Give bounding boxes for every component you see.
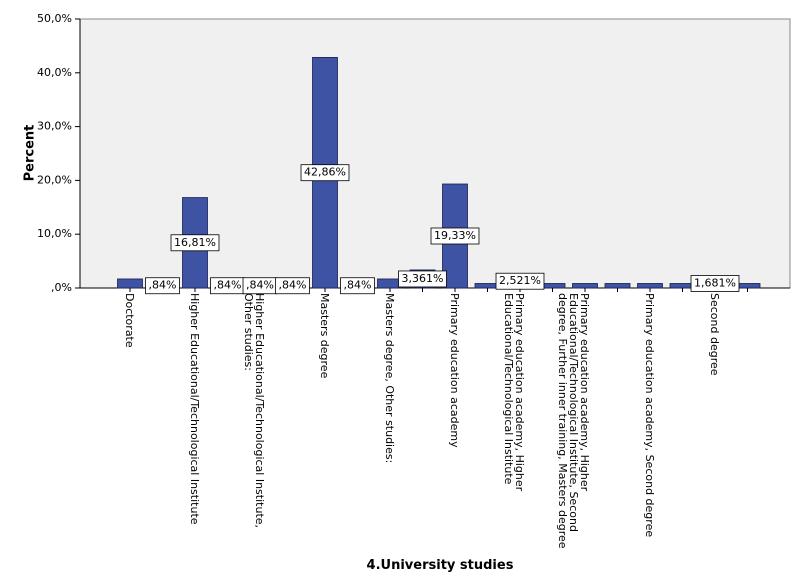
value-label: ,84% [279,279,307,292]
x-tick-label: Second degree [708,293,721,376]
value-label-box [430,227,480,245]
value-label: 2,521% [499,274,541,287]
y-tick-label: 40,0% [37,66,72,79]
value-label: 19,33% [434,229,476,242]
value-label-box [170,234,220,252]
y-tick-label: 20,0% [37,173,72,186]
x-tick-label: Primary education academy, HigherEducati… [556,293,591,549]
bar [572,283,598,289]
value-label: ,84% [344,279,372,292]
value-label-group: 1,681% [690,275,740,292]
y-tick-label: 10,0% [37,227,72,240]
value-label-group: 19,33% [430,227,480,245]
y-axis-title: Percent [23,125,38,182]
value-label-box [495,272,545,290]
value-label: ,84% [246,279,274,292]
x-tick-label: Primary education academy [448,293,461,448]
bar [117,278,143,289]
bar [637,283,663,289]
value-label-group: ,84% [275,277,310,295]
value-label-group: 2,521% [495,272,545,290]
x-tick-label: Higher Educational/Technological Institu… [188,293,201,525]
x-tick-label: Higher Educational/Technological Institu… [242,293,266,528]
value-label-box [690,275,740,292]
value-label-group: ,84% [340,277,375,295]
value-label: 42,86% [304,166,346,179]
y-tick-label: 50,0% [37,12,72,25]
y-tick-label: ,0% [51,281,72,294]
value-label-group: ,84% [145,277,180,295]
value-label-box [145,277,180,295]
value-label: ,84% [214,279,242,292]
value-label: 1,681% [694,276,736,289]
x-tick-label: Primary education academy, HigherEducati… [502,293,526,492]
value-label-group: 42,86% [300,164,350,182]
x-tick-label: Primary education academy, Second degree [643,293,656,537]
x-tick-label: Masters degree [318,293,331,379]
value-label-box [340,277,375,295]
value-label-group: ,84% [210,277,245,295]
value-label-box [275,277,310,295]
bar [604,283,631,289]
value-label: 3,361% [402,272,444,285]
y-tick-label: 30,0% [37,120,72,133]
x-tick-label: Doctorate [123,293,136,348]
value-label-box [398,270,447,288]
value-label-group: 16,81% [170,234,220,252]
value-label: ,84% [149,279,177,292]
value-label-group: 3,361% [398,270,447,288]
x-axis-title: 4.University studies [367,558,514,573]
value-label-box [300,164,350,182]
x-tick-label: Masters degree, Other studies: [383,293,396,463]
value-label: 16,81% [174,236,216,249]
value-label-group: ,84% [242,277,278,295]
